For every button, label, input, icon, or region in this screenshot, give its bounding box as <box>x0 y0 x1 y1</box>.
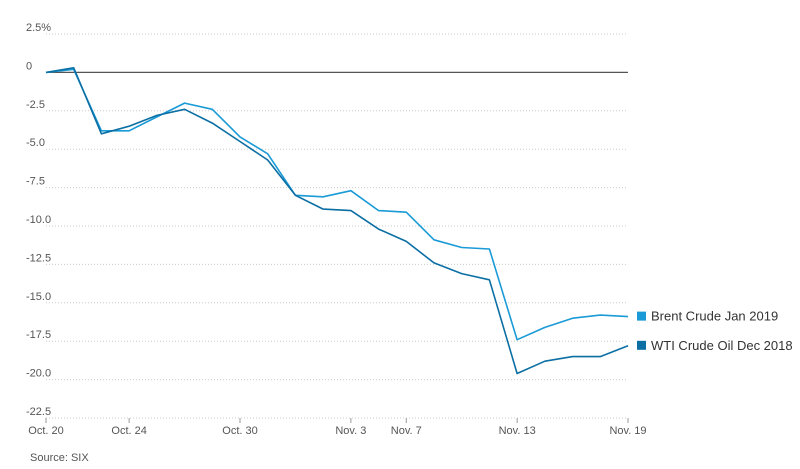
legend-swatch <box>637 311 646 321</box>
y-tick-label: -22.5 <box>26 406 51 418</box>
legend-swatch <box>637 340 646 350</box>
y-tick-label: -20.0 <box>26 368 51 380</box>
y-tick-label: -10.0 <box>26 214 51 226</box>
y-axis-ticks: 2.5% 0 -2.5 -5.0 -7.5 -10.0 -12.5 -15.0 -17.5 -20… <box>26 22 51 418</box>
y-tick-label: -12.5 <box>26 252 51 264</box>
x-tick-label: Oct. 20 <box>28 425 63 437</box>
legend-label: WTI Crude Oil Dec 2018 <box>651 338 793 353</box>
x-tick-label: Oct. 24 <box>111 425 146 437</box>
x-tick-label: Nov. 7 <box>391 425 422 437</box>
x-tick-label: Nov. 13 <box>499 425 536 437</box>
x-tick-label: Nov. 19 <box>609 425 646 437</box>
x-tick-label: Nov. 3 <box>335 425 366 437</box>
x-axis-ticks: Oct. 20 Oct. 24 Oct. 30 Nov. 3 Nov. 7 Nov. 13… <box>28 418 647 437</box>
source-note: Source: SIX <box>30 452 89 464</box>
y-tick-label: -17.5 <box>26 329 51 341</box>
y-tick-label: 0 <box>26 60 32 72</box>
gridlines <box>46 33 628 419</box>
legend: Brent Crude Jan 2019 WTI Crude Oil Dec 20… <box>637 309 793 353</box>
line-chart: 2.5% 0 -2.5 -5.0 -7.5 -10.0 -12.5 -15.0 -17.5 -20… <box>26 22 793 437</box>
series-line-brent <box>45 68 629 341</box>
legend-label: Brent Crude Jan 2019 <box>651 309 778 324</box>
y-tick-label: -2.5 <box>26 99 45 111</box>
series-lines <box>45 67 629 375</box>
y-tick-label: -15.0 <box>26 291 51 303</box>
x-tick-label: Oct. 30 <box>222 425 257 437</box>
y-tick-label: -7.5 <box>26 176 45 188</box>
series-line-wti <box>45 67 629 375</box>
y-tick-label: 2.5% <box>26 22 51 34</box>
y-tick-label: -5.0 <box>26 137 45 149</box>
